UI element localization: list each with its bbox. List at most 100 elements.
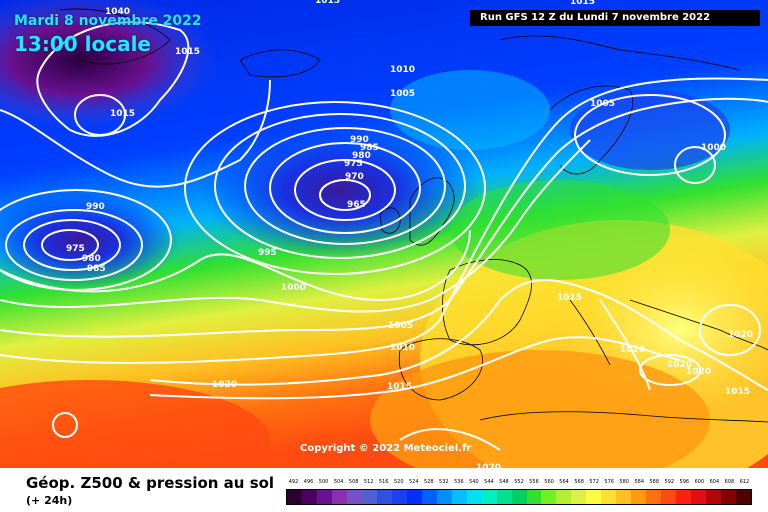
isobar-west-980	[23, 219, 121, 271]
isobar-1000-scandinavia	[674, 146, 716, 184]
isobar-990	[184, 101, 486, 275]
scale-label: 496	[303, 479, 314, 485]
isobar-1010	[0, 77, 768, 364]
scale-label: 528	[424, 479, 434, 485]
scale-label: 504	[333, 479, 344, 485]
scale-swatch	[721, 490, 737, 504]
scale-label: 556	[529, 479, 539, 485]
scale-swatch	[511, 490, 527, 504]
scale-label: 604	[709, 479, 720, 485]
pressure-label: 1015	[315, 0, 340, 6]
scale-label: 568	[574, 479, 584, 485]
pressure-label: 1020	[667, 360, 692, 370]
scale-swatch	[451, 490, 467, 504]
scale-swatch	[287, 490, 302, 504]
cold-core-scandinavia	[570, 90, 730, 170]
scale-label: 576	[604, 479, 614, 485]
pressure-label: 1020	[728, 330, 753, 340]
scale-label: 580	[619, 479, 629, 485]
isobar-1020-east	[699, 304, 761, 356]
scale-swatch	[736, 490, 752, 504]
color-scale-labels: 492 496 500 504 508 512 516 520 524 528 532 536 540 5…	[286, 478, 752, 487]
scale-swatch	[436, 490, 452, 504]
scale-label: 524	[408, 479, 419, 485]
scale-label: 536	[454, 479, 464, 485]
cool-band-north-sea	[390, 70, 550, 150]
map-title: Géop. Z500 & pression au sol	[26, 474, 275, 492]
coastline-north-africa	[479, 411, 768, 423]
isobar-995	[0, 229, 471, 302]
forecast-date: Mardi 8 novembre 2022	[14, 13, 202, 29]
scale-label: 516	[378, 479, 389, 485]
scale-label: 584	[634, 479, 644, 485]
mild-band-europe	[450, 180, 670, 280]
scale-swatch	[316, 490, 332, 504]
scale-label: 548	[499, 479, 509, 485]
pressure-label: 1015	[725, 387, 750, 397]
scale-label: 512	[363, 479, 374, 485]
pressure-label: 990	[350, 135, 369, 145]
scale-label: 564	[559, 479, 569, 485]
pressure-label: 990	[86, 202, 105, 212]
pressure-label: 1015	[387, 382, 412, 392]
isobar-1000	[0, 139, 591, 313]
color-scale-bar	[286, 489, 752, 505]
pressure-label: 975	[344, 159, 363, 169]
scale-label: 572	[589, 479, 599, 485]
coastline-uk	[409, 177, 455, 246]
pressure-label: 970	[345, 172, 364, 182]
scale-swatch	[706, 490, 722, 504]
scale-label: 600	[694, 479, 705, 485]
scale-label: 612	[739, 479, 750, 485]
pressure-label: 980	[82, 254, 101, 264]
pressure-label: 1000	[701, 143, 726, 153]
scale-label: 544	[484, 479, 494, 485]
isobar-west-975	[41, 229, 99, 261]
pressure-label: 975	[66, 244, 85, 254]
scale-label: 492	[288, 479, 299, 485]
pressure-label: 1010	[390, 65, 415, 75]
pressure-label: 1015	[557, 293, 582, 303]
scale-label: 500	[318, 479, 329, 485]
hot-region-atlantic	[0, 380, 270, 468]
pressure-label: 1020	[476, 463, 501, 468]
coastline-iberia	[398, 338, 483, 401]
scale-swatch	[331, 490, 347, 504]
pressure-label: 1005	[390, 89, 415, 99]
coastline-scandinavia	[549, 85, 634, 175]
pressure-label: 995	[258, 248, 277, 258]
scale-label: 520	[393, 479, 404, 485]
scale-swatch	[661, 490, 677, 504]
scale-label: 552	[514, 479, 524, 485]
pressure-labels: 1040101510151015101010059909859809759709…	[66, 0, 753, 468]
pressure-label: 1010	[390, 343, 415, 353]
scale-swatch	[361, 490, 377, 504]
coastline-greenland	[59, 8, 171, 65]
isobar-1040-greenland	[36, 21, 190, 137]
hot-region-africa	[370, 350, 710, 468]
scale-label: 508	[348, 479, 359, 485]
coastline-iceland	[239, 49, 321, 78]
pressure-label: 1005	[590, 99, 615, 109]
pressure-label: 985	[87, 264, 106, 274]
scale-label: 532	[439, 479, 449, 485]
isobar-1020-africa	[399, 428, 501, 451]
pressure-label: 1020	[212, 380, 237, 390]
forecast-time: 13:00 locale	[14, 32, 151, 56]
scale-label: 596	[679, 479, 690, 485]
scale-swatch	[391, 490, 407, 504]
isobar-980	[244, 127, 446, 245]
scale-swatch	[466, 490, 482, 504]
scale-swatch	[631, 490, 647, 504]
scale-swatch	[376, 490, 392, 504]
pressure-label: 1000	[281, 283, 306, 293]
scale-swatch	[586, 490, 602, 504]
scale-swatch	[421, 490, 437, 504]
scale-swatch	[646, 490, 662, 504]
isobar-west-985	[5, 209, 143, 281]
isobar-985	[214, 113, 466, 259]
scale-swatch	[346, 490, 362, 504]
forecast-offset: (+ 24h)	[26, 494, 73, 507]
isobar-1015	[149, 279, 768, 391]
